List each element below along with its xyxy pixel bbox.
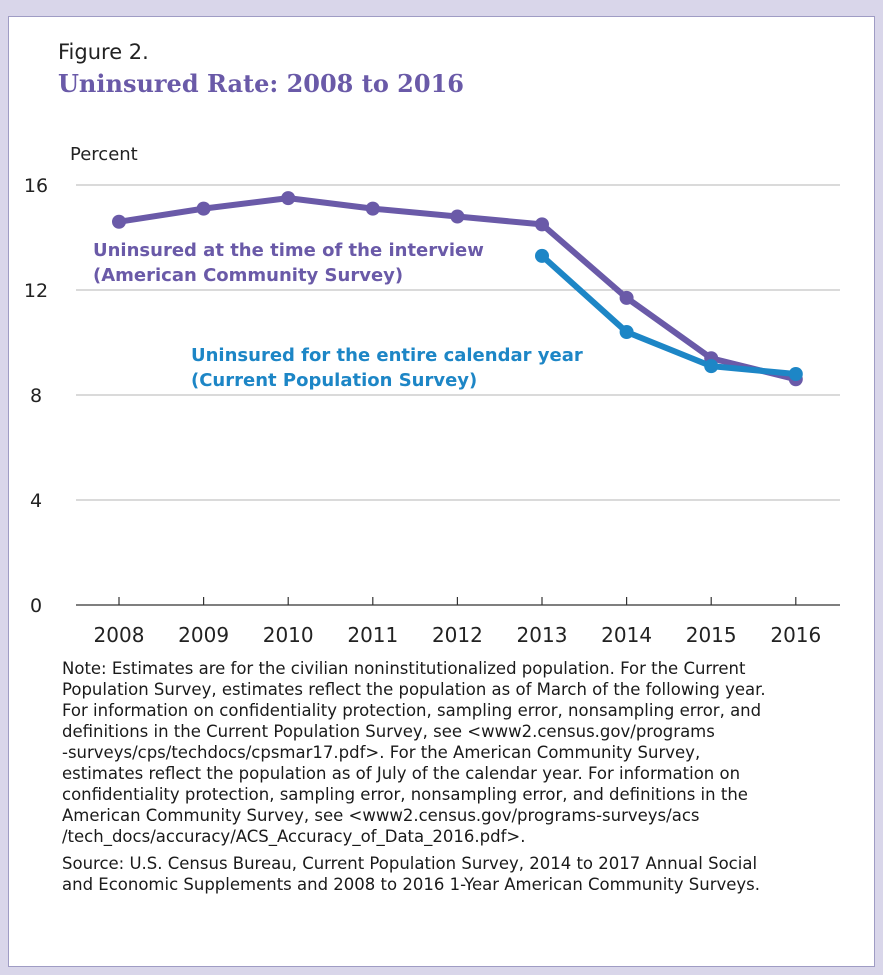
data-point — [535, 248, 549, 263]
chart-note: Note: Estimates are for the civilian non… — [62, 659, 766, 846]
y-tick-label: 8 — [30, 385, 42, 407]
series-line-1 — [539, 253, 797, 377]
series-labels: Uninsured at the time of the interview (… — [93, 240, 583, 391]
data-point — [281, 191, 296, 206]
data-point — [535, 217, 549, 232]
series-label-cps-source: (Current Population Survey) — [191, 370, 477, 391]
data-point — [619, 325, 634, 339]
data-point — [704, 359, 719, 374]
data-point — [619, 290, 634, 305]
data-point — [788, 367, 803, 381]
series-group — [112, 191, 803, 387]
figure-panel — [8, 16, 875, 967]
x-tick-label: 2012 — [432, 623, 483, 647]
y-tick-label: 12 — [24, 280, 48, 302]
y-axis-label: Percent — [70, 144, 138, 165]
y-tick-label: 4 — [30, 490, 42, 512]
series-label-cps-name: Uninsured for the entire calendar year — [191, 345, 583, 366]
x-tick-label: 2015 — [686, 623, 737, 647]
y-tick-label: 0 — [30, 595, 42, 617]
series-label-acs-name: Uninsured at the time of the interview — [93, 240, 484, 261]
data-point — [112, 214, 126, 229]
y-tick-label: 16 — [24, 175, 48, 197]
series-label-acs-source: (American Community Survey) — [93, 265, 403, 286]
y-tick-labels: 0 4 8 12 16 — [24, 175, 48, 617]
chart-title: Uninsured Rate: 2008 to 2016 — [58, 69, 464, 98]
data-point — [450, 209, 465, 224]
x-tick-label: 2008 — [94, 623, 145, 647]
x-tick-label: 2009 — [178, 623, 229, 647]
line-chart: Percent 0 4 8 12 16 2008 2009 2010 2011 2012 2013… — [24, 144, 840, 647]
figure-label: Figure 2. — [58, 40, 149, 64]
x-tick-label: 2016 — [770, 623, 821, 647]
data-point — [365, 201, 380, 216]
gridlines — [76, 184, 840, 606]
data-point — [196, 201, 211, 216]
x-tick-label: 2011 — [347, 623, 398, 647]
x-axis: 2008 2009 2010 2011 2012 2013 2014 2015 2016 — [94, 597, 821, 647]
chart-source: Source: U.S. Census Bureau, Current Popu… — [62, 854, 760, 894]
x-tick-label: 2013 — [517, 623, 568, 647]
x-tick-label: 2014 — [601, 623, 652, 647]
x-tick-label: 2010 — [263, 623, 314, 647]
